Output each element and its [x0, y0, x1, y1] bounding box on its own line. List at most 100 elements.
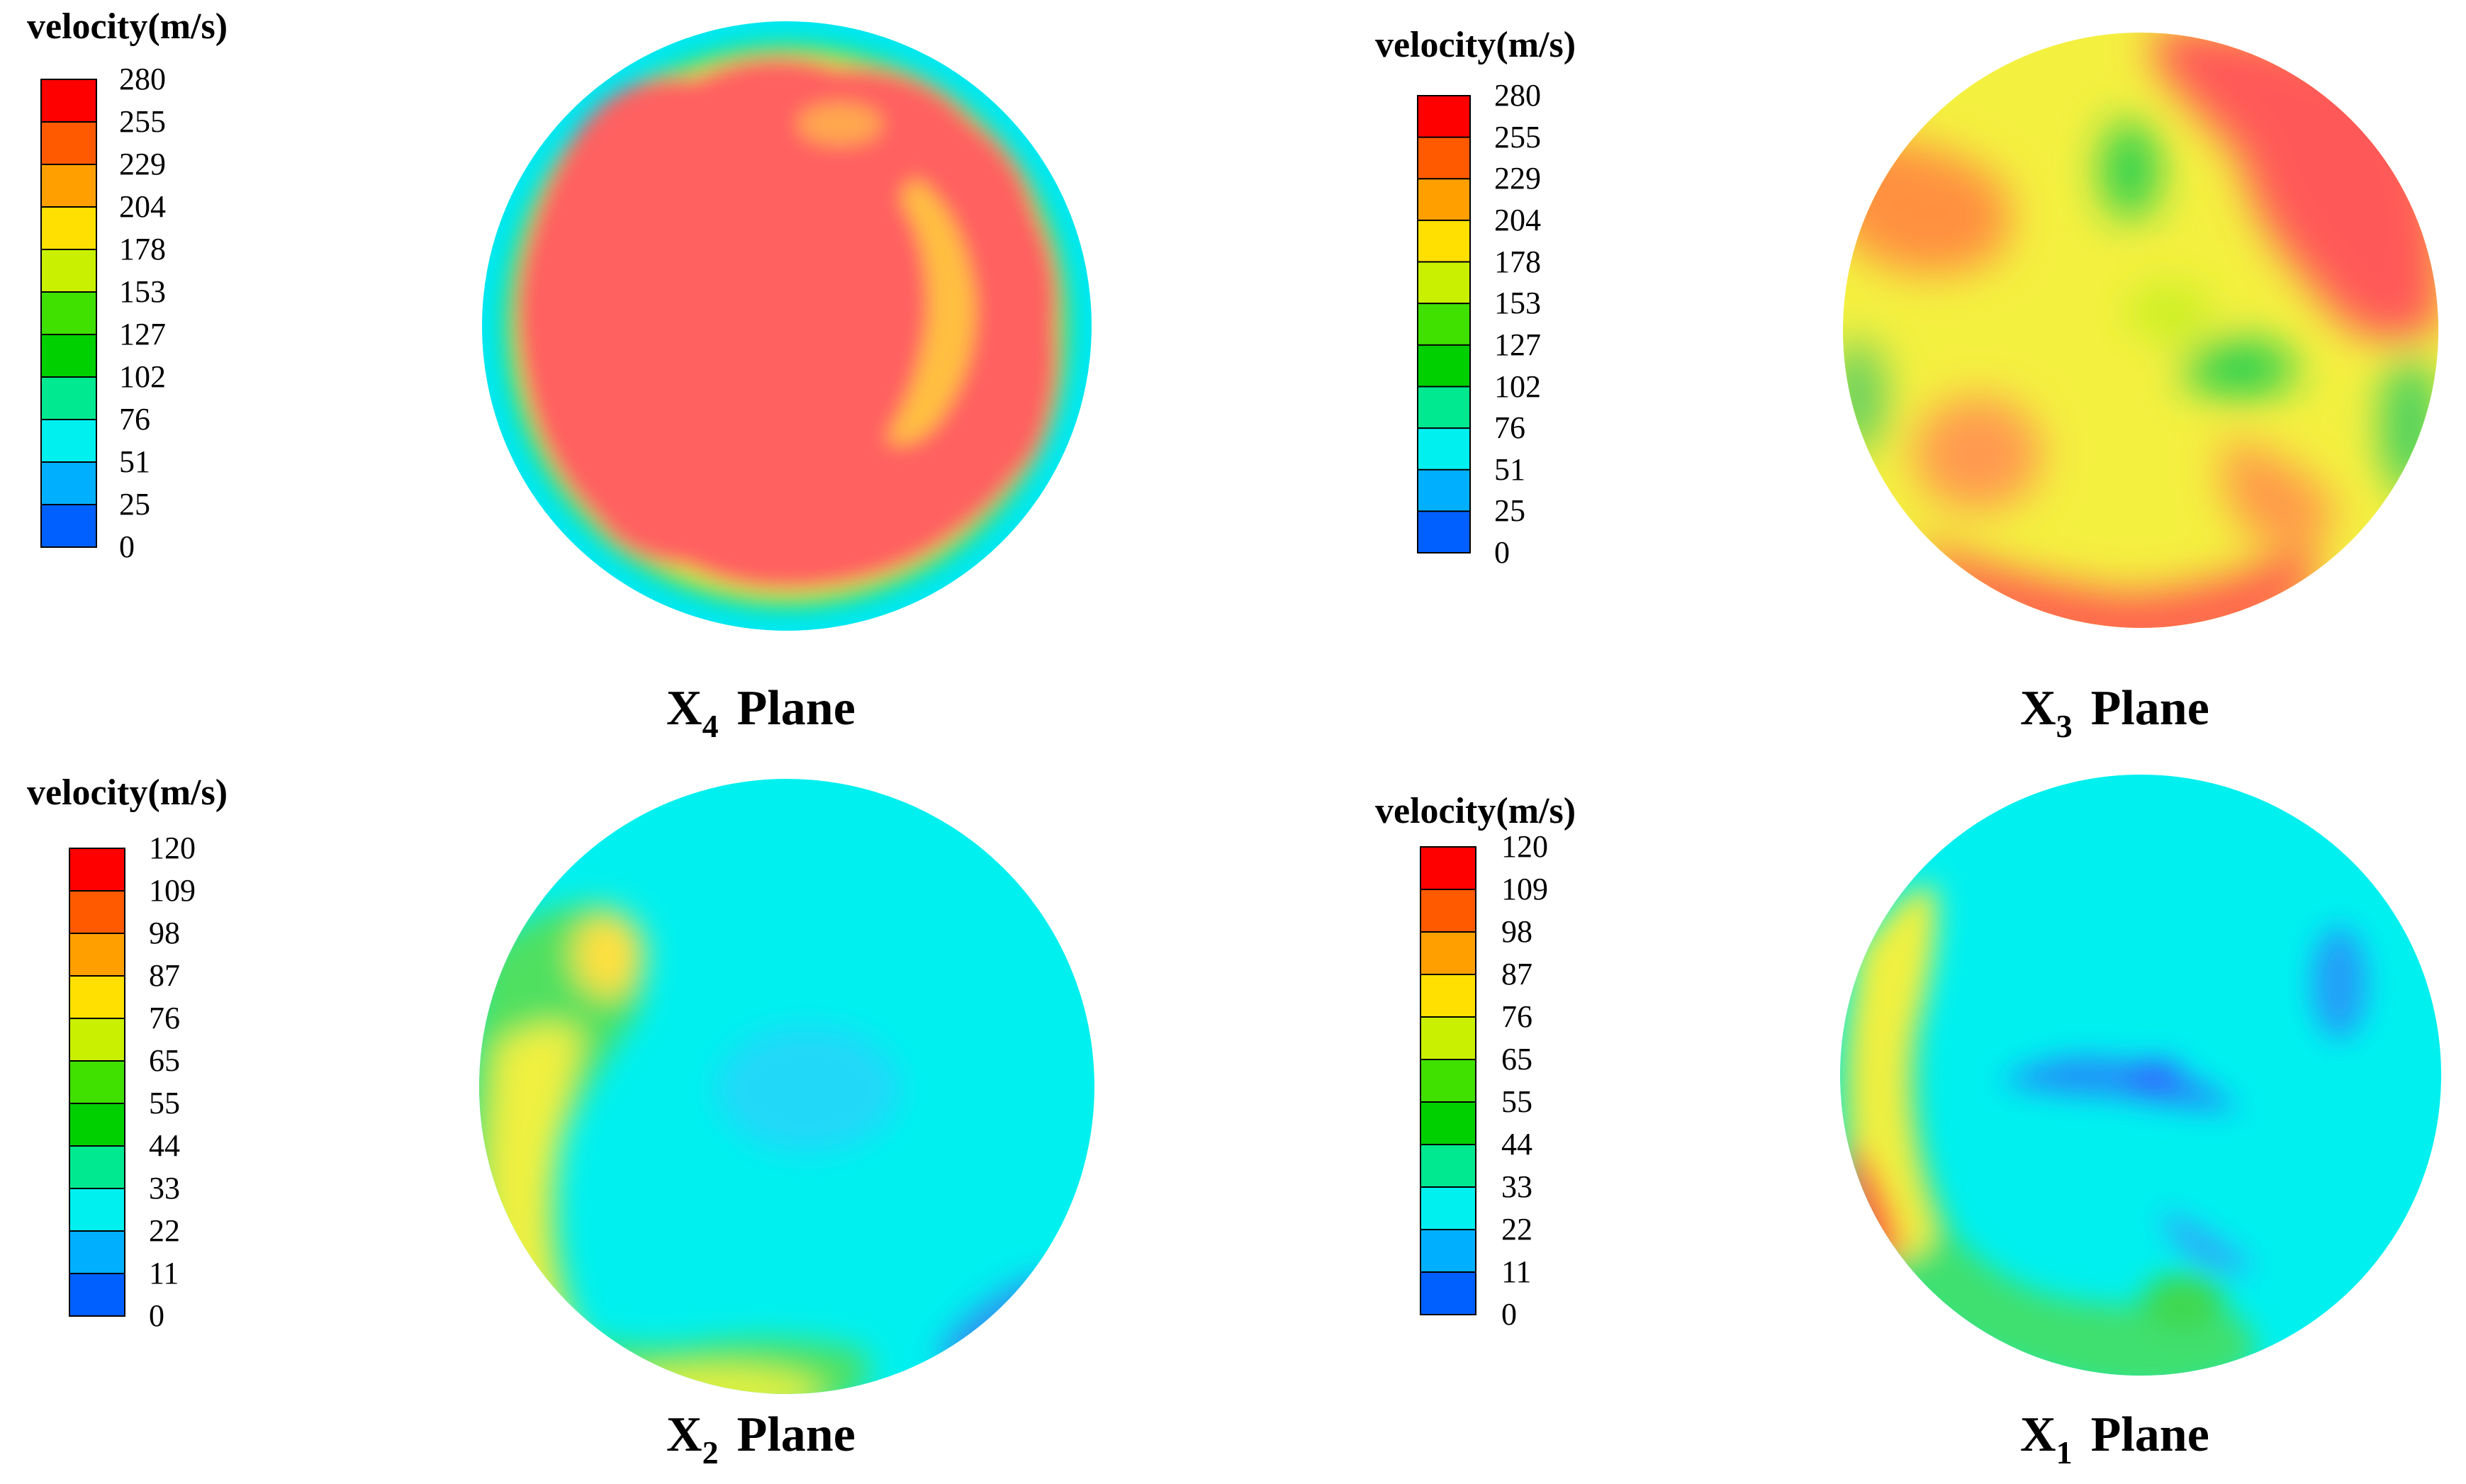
colorbar-segment	[41, 420, 96, 462]
plane-label-index: 4	[702, 708, 719, 744]
tick-label: 98	[149, 916, 180, 950]
contour-region	[574, 912, 645, 997]
tick-label: 120	[149, 831, 196, 865]
plane-label-index: 3	[2056, 708, 2073, 744]
panel-x3: velocity(m/s) 280 255 229 204 178 153 12…	[1233, 0, 2466, 744]
tick-label: 0	[1494, 535, 1510, 570]
tick-label: 255	[1494, 119, 1541, 154]
tick-label: 153	[119, 274, 166, 309]
plane-label-rest: Plane	[736, 681, 856, 736]
colorbar-segment	[69, 1188, 125, 1231]
tick-label: 55	[1501, 1084, 1532, 1119]
colorbar-segment	[41, 79, 96, 122]
tick-label: 76	[1501, 999, 1532, 1034]
colorbar-segment	[1420, 974, 1476, 1017]
colorbar-segment	[1420, 1272, 1476, 1315]
plane-label-base: X	[2020, 1407, 2056, 1462]
tick-label: 44	[1501, 1127, 1532, 1162]
panel-x2: velocity(m/s) 120 109 98 87 76 65 55 44 …	[0, 742, 1233, 1484]
colorbar-segment	[69, 1231, 125, 1274]
tick-label: 178	[119, 232, 166, 266]
colorbar-segment	[41, 249, 96, 292]
colorbar-segment	[69, 1103, 125, 1146]
panel-x1: velocity(m/s) 120 109 98 87 76 65 55 44 …	[1233, 742, 2466, 1484]
tick-label: 76	[1494, 410, 1525, 446]
tick-label: 109	[149, 873, 196, 908]
plane-label-index: 1	[2056, 1434, 2073, 1471]
plane-label-rest: Plane	[736, 1407, 856, 1462]
tick-label: 51	[1494, 451, 1525, 487]
colorbar-segment	[41, 207, 96, 249]
colorbar-title: velocity(m/s)	[1375, 791, 1576, 831]
colorbar-segment	[1420, 889, 1476, 932]
tick-label: 44	[149, 1128, 180, 1163]
contour-region	[1840, 884, 2256, 1376]
colorbar-ticks: 120 109 98 87 76 65 55 44 33 22 11 0	[149, 833, 248, 1332]
colorbar-ticks: 280 255 229 204 178 153 127 102 76 51 25…	[119, 64, 218, 563]
tick-label: 87	[1501, 957, 1532, 991]
colorbar-segment	[1418, 220, 1470, 262]
tick-label: 229	[1494, 161, 1541, 196]
colorbar	[40, 79, 97, 548]
colorbar-segments	[40, 79, 97, 548]
tick-label: 229	[119, 147, 166, 181]
plane-label-rest: Plane	[2090, 1407, 2209, 1462]
contour-region	[2126, 283, 2212, 340]
contour-region	[2126, 1061, 2183, 1089]
tick-label: 22	[149, 1213, 180, 1248]
tick-label: 76	[119, 402, 150, 437]
contour-region	[517, 57, 1058, 590]
colorbar	[1417, 95, 1471, 553]
tick-label: 0	[149, 1298, 164, 1333]
tick-label: 65	[149, 1043, 180, 1078]
colorbar-border	[69, 848, 125, 1317]
tick-label: 178	[1494, 244, 1541, 279]
tick-label: 0	[119, 529, 135, 564]
tick-label: 25	[1494, 493, 1525, 529]
contour-x1	[1840, 775, 2441, 1376]
plane-label-base: X	[666, 681, 702, 736]
contour-region	[1914, 539, 2314, 628]
colorbar-segment	[1420, 1230, 1476, 1272]
tick-label: 11	[1501, 1254, 1532, 1289]
tick-label: 102	[1494, 369, 1541, 404]
colorbar-border	[40, 79, 97, 548]
tick-label: 127	[119, 317, 166, 352]
colorbar-segment	[69, 933, 125, 976]
colorbar-title: velocity(m/s)	[27, 6, 228, 47]
contour-region	[2222, 439, 2339, 545]
colorbar-segment	[1418, 386, 1470, 429]
contour-region	[1852, 884, 1937, 1258]
colorbar-segment	[69, 976, 125, 1018]
contour-region	[2183, 340, 2297, 397]
colorbar-segment	[41, 377, 96, 420]
colorbar-segment	[1418, 344, 1470, 387]
tick-label: 280	[119, 62, 166, 96]
colorbar-segment	[1418, 96, 1470, 137]
contour-region	[2382, 354, 2438, 496]
tick-label: 87	[149, 958, 180, 993]
tick-label: 204	[119, 189, 166, 224]
colorbar-segment	[69, 848, 125, 891]
colorbar-segments	[1420, 846, 1476, 1315]
tick-label: 102	[119, 359, 166, 394]
colorbar-title: velocity(m/s)	[1375, 25, 1576, 65]
colorbar-segments	[69, 848, 125, 1317]
tick-label: 127	[1494, 327, 1541, 362]
tick-label: 65	[1501, 1042, 1532, 1077]
colorbar-segment	[1420, 1017, 1476, 1059]
tick-label: 280	[1494, 78, 1541, 113]
tick-label: 33	[1501, 1169, 1532, 1204]
tick-label: 204	[1494, 202, 1541, 237]
colorbar	[69, 848, 125, 1317]
colorbar-segment	[41, 292, 96, 335]
colorbar-segment	[1418, 469, 1470, 512]
colorbar-segment	[69, 1061, 125, 1103]
colorbar-segment	[41, 122, 96, 164]
contour-x2	[479, 779, 1094, 1394]
tick-label: 109	[1501, 872, 1548, 906]
colorbar-segment	[41, 335, 96, 377]
plane-label: X2 Plane	[666, 1407, 856, 1471]
colorbar-segment	[1420, 1102, 1476, 1145]
colorbar-segment	[41, 164, 96, 207]
